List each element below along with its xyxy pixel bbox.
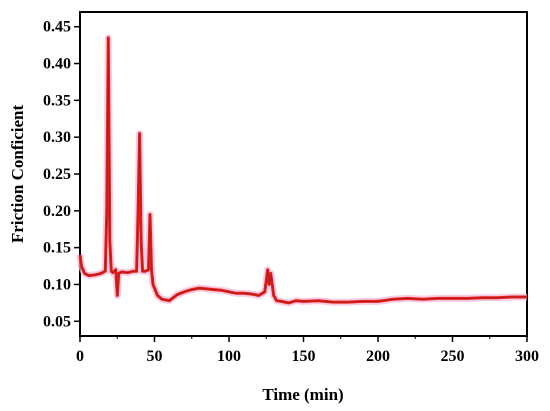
y-tick-label: 0.25 (43, 166, 71, 183)
y-tick-label: 0.15 (43, 240, 71, 257)
plot-frame (79, 11, 528, 337)
x-tick-label: 0 (76, 348, 84, 365)
x-tick-label: 50 (147, 348, 163, 365)
y-tick-label: 0.05 (43, 313, 71, 330)
plot-layer (76, 34, 527, 307)
y-axis-title: Friction Conficient (8, 105, 27, 244)
x-tick-label: 200 (366, 348, 390, 365)
y-tick-label: 0.10 (43, 276, 71, 293)
x-tick-label: 300 (515, 348, 539, 365)
series-core (79, 37, 527, 304)
x-axis-title: Time (min) (262, 385, 343, 404)
y-axis: 0.05 0.10 0.15 0.20 0.25 0.30 0.35 0.40 0.45 (43, 19, 80, 330)
y-tick-label: 0.20 (43, 203, 71, 220)
x-tick-label: 250 (441, 348, 465, 365)
x-tick-label: 100 (217, 348, 241, 365)
x-axis: 0 50 100 150 200 250 300 (76, 336, 539, 365)
y-tick-label: 0.35 (43, 92, 71, 109)
x-tick-label: 150 (292, 348, 316, 365)
y-tick-label: 0.40 (43, 56, 71, 73)
y-tick-label: 0.45 (43, 19, 71, 36)
series-halo (76, 34, 527, 307)
y-tick-label: 0.30 (43, 129, 71, 146)
